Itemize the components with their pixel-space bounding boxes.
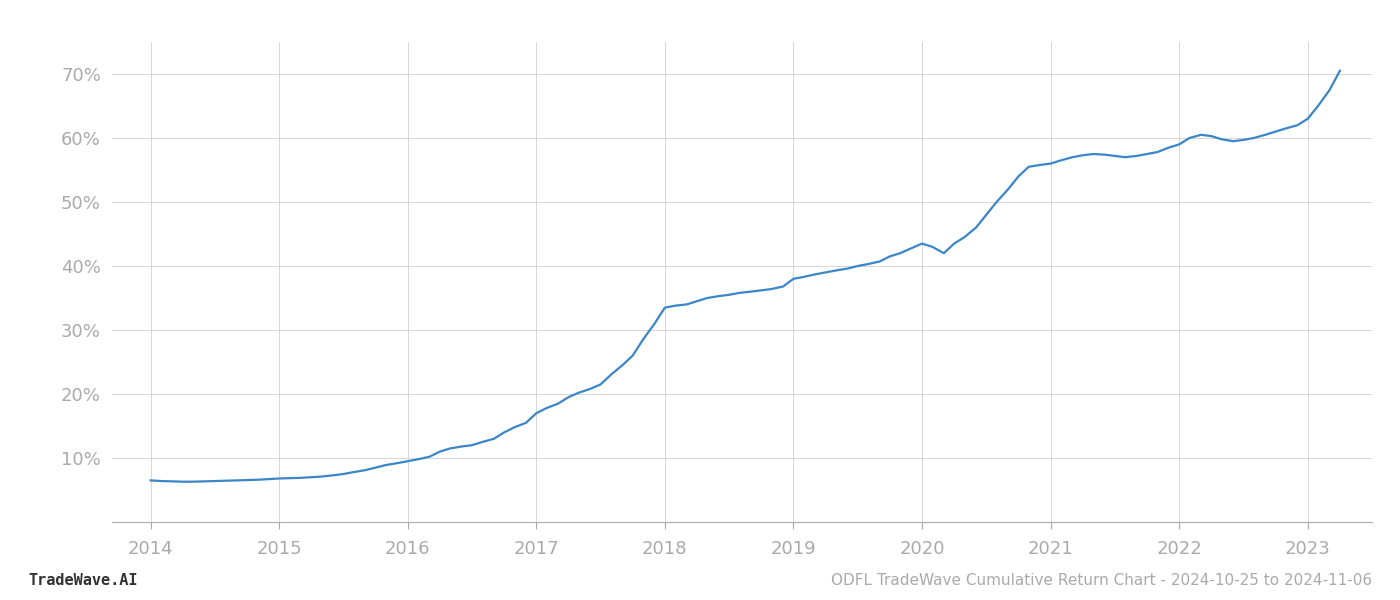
Text: ODFL TradeWave Cumulative Return Chart - 2024-10-25 to 2024-11-06: ODFL TradeWave Cumulative Return Chart -… bbox=[830, 573, 1372, 588]
Text: TradeWave.AI: TradeWave.AI bbox=[28, 573, 137, 588]
